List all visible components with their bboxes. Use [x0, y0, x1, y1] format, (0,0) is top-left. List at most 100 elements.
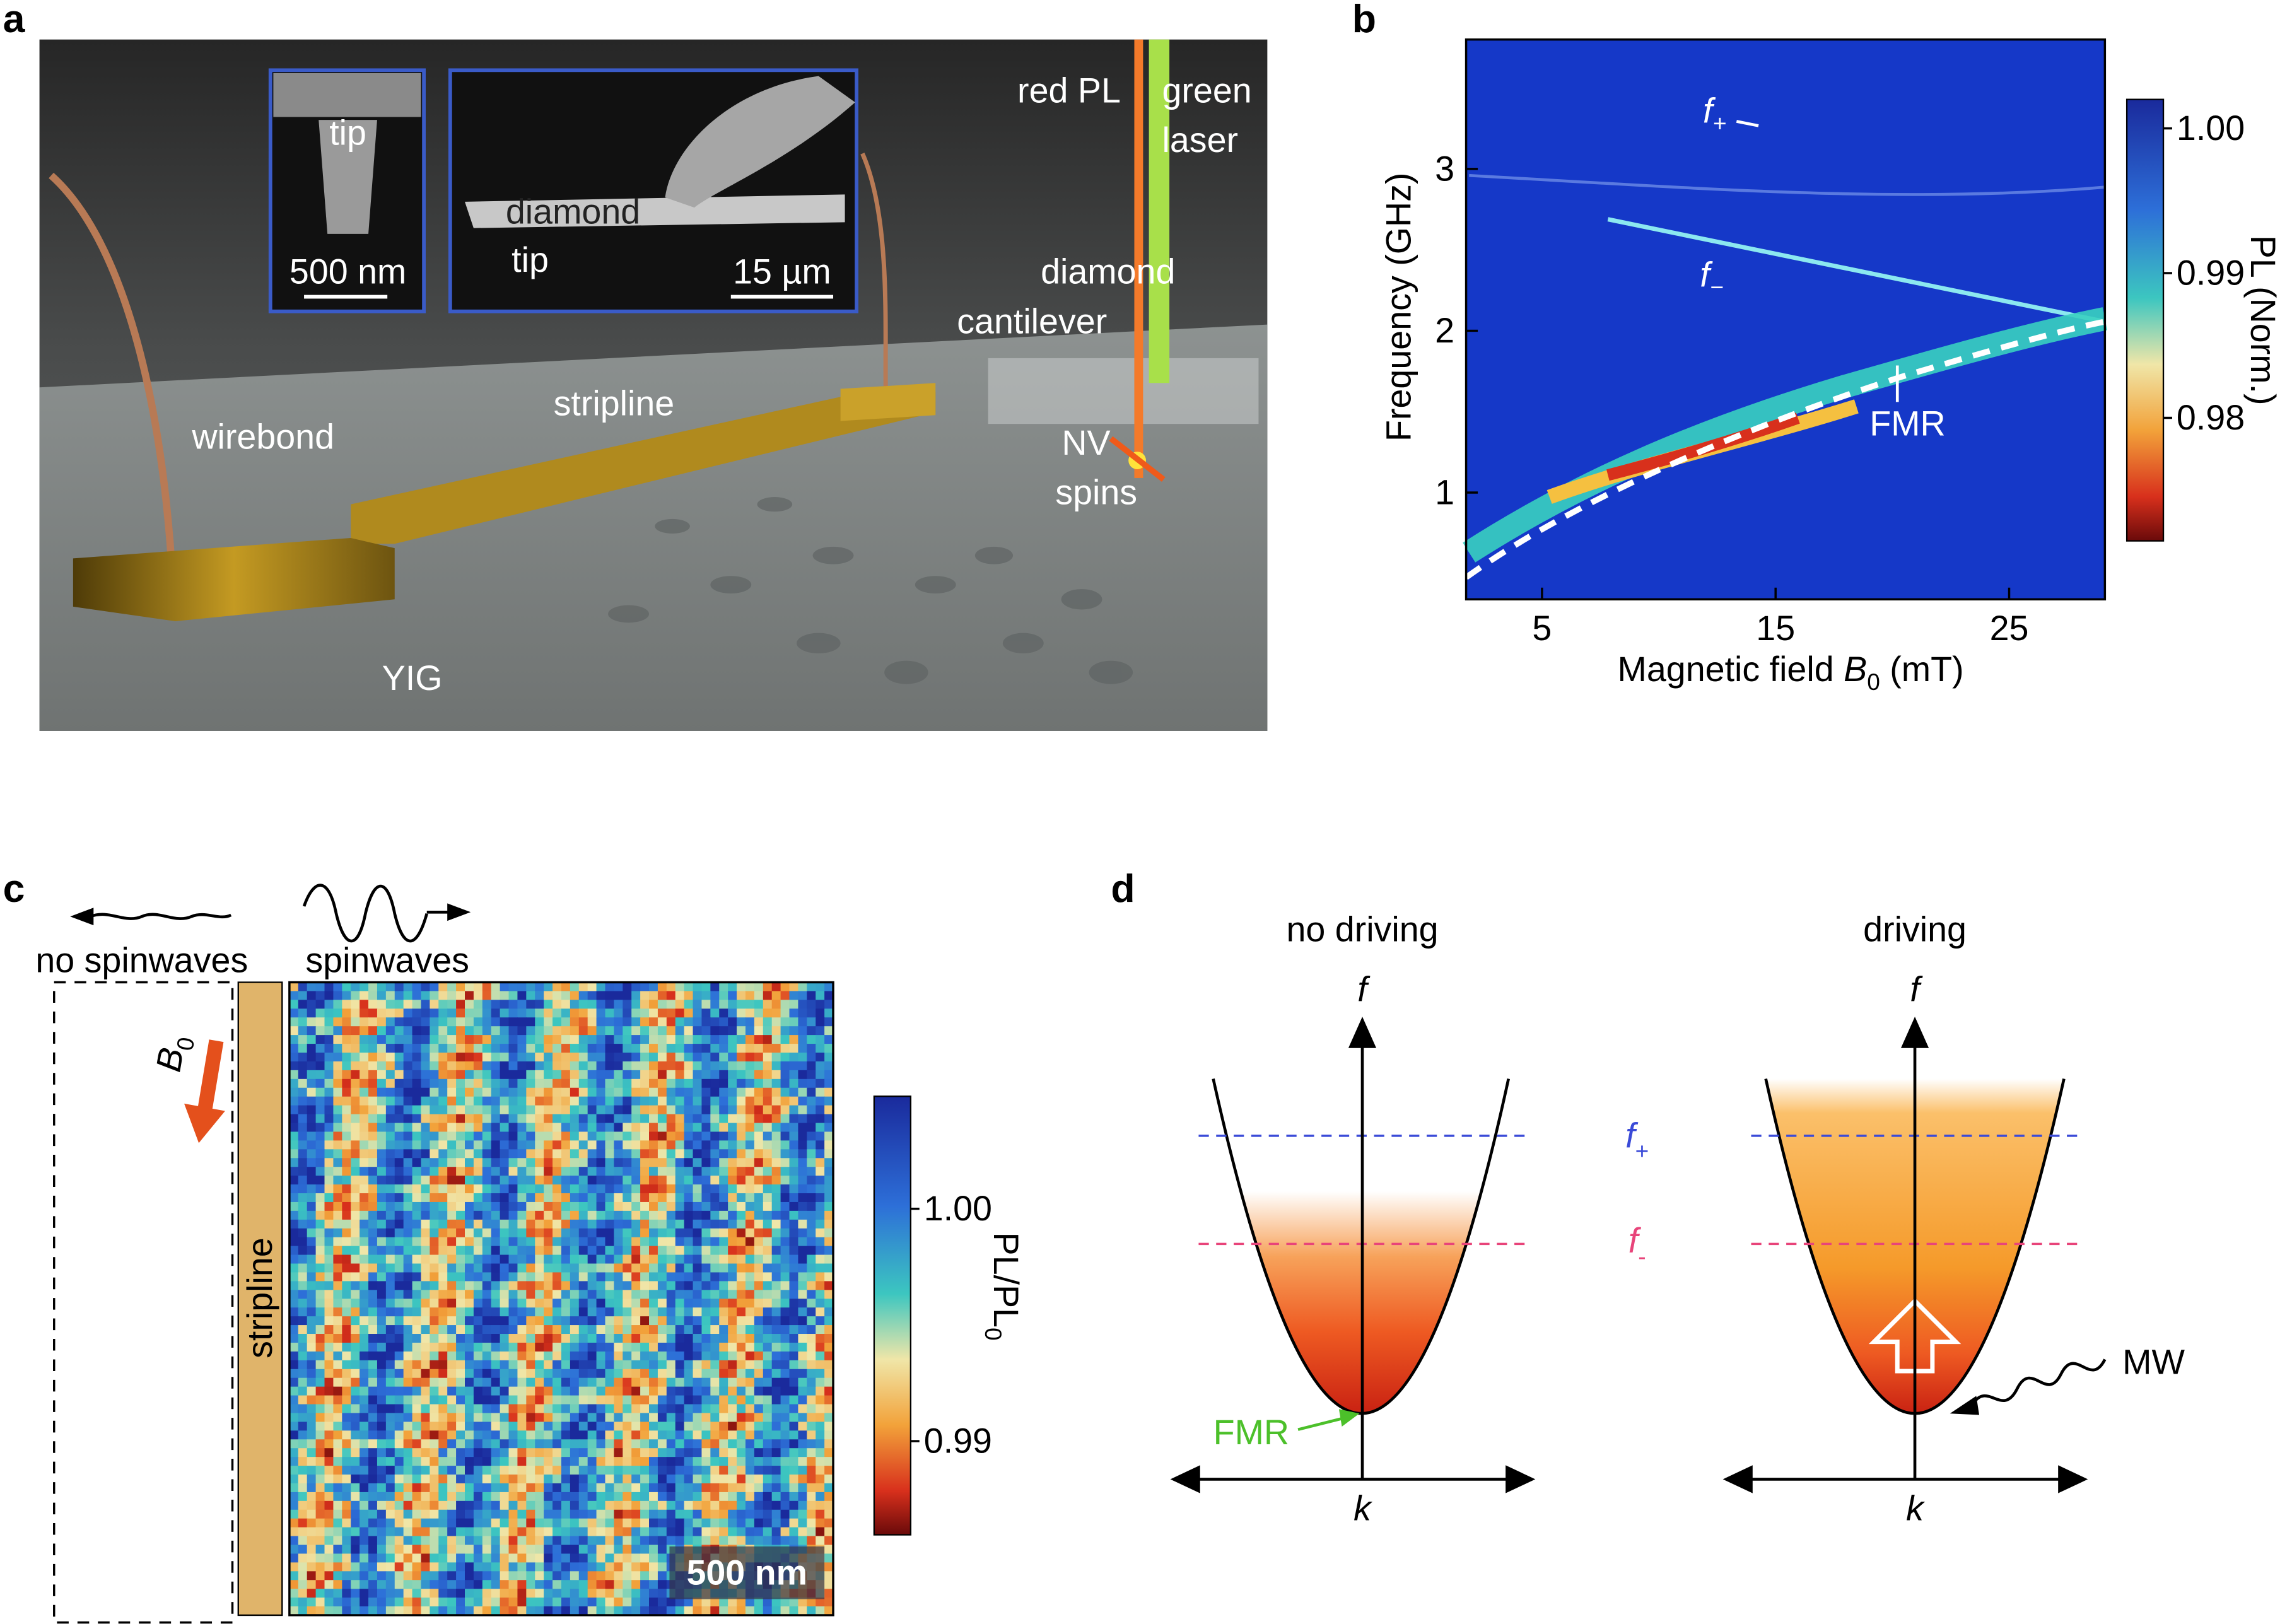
map-cell — [342, 1096, 351, 1106]
map-cell — [412, 1237, 422, 1247]
map-cell — [307, 1193, 317, 1203]
map-cell — [789, 1342, 799, 1352]
map-cell — [324, 1466, 334, 1475]
map-cell — [807, 1413, 816, 1423]
map-cell — [640, 1228, 650, 1238]
map-cell — [464, 1008, 474, 1018]
map-cell — [578, 1377, 588, 1387]
map-cell — [526, 1475, 535, 1484]
map-cell — [456, 1457, 465, 1466]
map-cell — [701, 1237, 711, 1247]
map-cell — [438, 1167, 448, 1176]
map-cell — [701, 1500, 711, 1510]
map-cell — [789, 1026, 799, 1036]
map-cell — [403, 1008, 413, 1018]
map-cell — [701, 1527, 711, 1537]
map-cell — [710, 1307, 720, 1317]
map-cell — [464, 1386, 474, 1396]
map-cell — [553, 1422, 562, 1432]
map-cell — [394, 982, 404, 992]
map-cell — [333, 1422, 343, 1432]
map-cell — [508, 1536, 518, 1546]
map-cell — [456, 1140, 465, 1150]
map-cell — [675, 1475, 685, 1484]
map-cell — [693, 1044, 703, 1053]
map-cell — [412, 1307, 422, 1317]
map-cell — [754, 1105, 764, 1115]
map-cell — [649, 1509, 658, 1519]
map-cell — [649, 1105, 658, 1115]
map-cell — [649, 1377, 658, 1387]
map-cell — [324, 1369, 334, 1379]
map-cell — [456, 991, 465, 1001]
map-cell — [631, 1228, 641, 1238]
map-cell — [824, 1475, 834, 1484]
map-cell — [710, 1114, 720, 1124]
map-cell — [666, 1114, 676, 1124]
map-cell — [298, 1404, 308, 1414]
map-cell — [324, 1210, 334, 1220]
map-cell — [737, 1334, 746, 1343]
map-cell — [491, 1008, 501, 1018]
map-cell — [517, 1123, 527, 1133]
map-cell — [605, 1184, 615, 1194]
map-cell — [570, 1386, 580, 1396]
map-cell — [360, 1061, 369, 1071]
map-cell — [693, 1386, 703, 1396]
map-cell — [710, 1123, 720, 1133]
map-cell — [377, 1413, 387, 1423]
map-cell — [377, 1299, 387, 1308]
map-cell — [605, 1149, 615, 1159]
map-cell — [745, 1167, 755, 1176]
leader — [1736, 120, 1759, 127]
map-cell — [526, 1334, 535, 1343]
map-cell — [553, 991, 562, 1001]
map-cell — [535, 1492, 544, 1502]
map-cell — [771, 1316, 781, 1326]
map-cell — [798, 1509, 808, 1519]
map-cell — [544, 1070, 553, 1080]
map-cell — [447, 1598, 457, 1607]
map-cell — [482, 1598, 492, 1607]
map-cell — [807, 1422, 816, 1432]
map-cell — [640, 1580, 650, 1589]
map-cell — [693, 1061, 703, 1071]
map-cell — [728, 1606, 737, 1616]
map-cell — [710, 1500, 720, 1510]
map-cell — [307, 1053, 317, 1062]
map-cell — [508, 1105, 518, 1115]
map-cell — [798, 1219, 808, 1229]
map-cell — [824, 1404, 834, 1414]
map-cell — [737, 1105, 746, 1115]
map-cell — [526, 1263, 535, 1273]
map-cell — [430, 1580, 439, 1589]
map-cell — [754, 1026, 764, 1036]
map-cell — [623, 1466, 632, 1475]
map-cell — [289, 1035, 299, 1044]
map-cell — [289, 1307, 299, 1317]
map-cell — [816, 1140, 825, 1150]
map-cell — [614, 1035, 623, 1044]
map-cell — [360, 1000, 369, 1010]
map-cell — [324, 1176, 334, 1185]
map-cell — [684, 1176, 694, 1185]
map-cell — [587, 1193, 597, 1203]
map-cell — [719, 1167, 728, 1176]
map-cell — [298, 1307, 308, 1317]
map-cell — [333, 1176, 343, 1185]
map-cell — [430, 1237, 439, 1247]
map-cell — [710, 1087, 720, 1097]
map-cell — [464, 1598, 474, 1607]
map-cell — [728, 1026, 737, 1036]
map-cell — [553, 1518, 562, 1528]
map-cell — [333, 1201, 343, 1212]
map-cell — [412, 1448, 422, 1458]
map-cell — [412, 1606, 422, 1616]
map-cell — [360, 1008, 369, 1018]
map-cell — [605, 1360, 615, 1370]
map-cell — [430, 1545, 439, 1555]
map-cell — [570, 1096, 580, 1106]
map-cell — [719, 1334, 728, 1343]
map-cell — [298, 1342, 308, 1352]
map-cell — [324, 1545, 334, 1555]
